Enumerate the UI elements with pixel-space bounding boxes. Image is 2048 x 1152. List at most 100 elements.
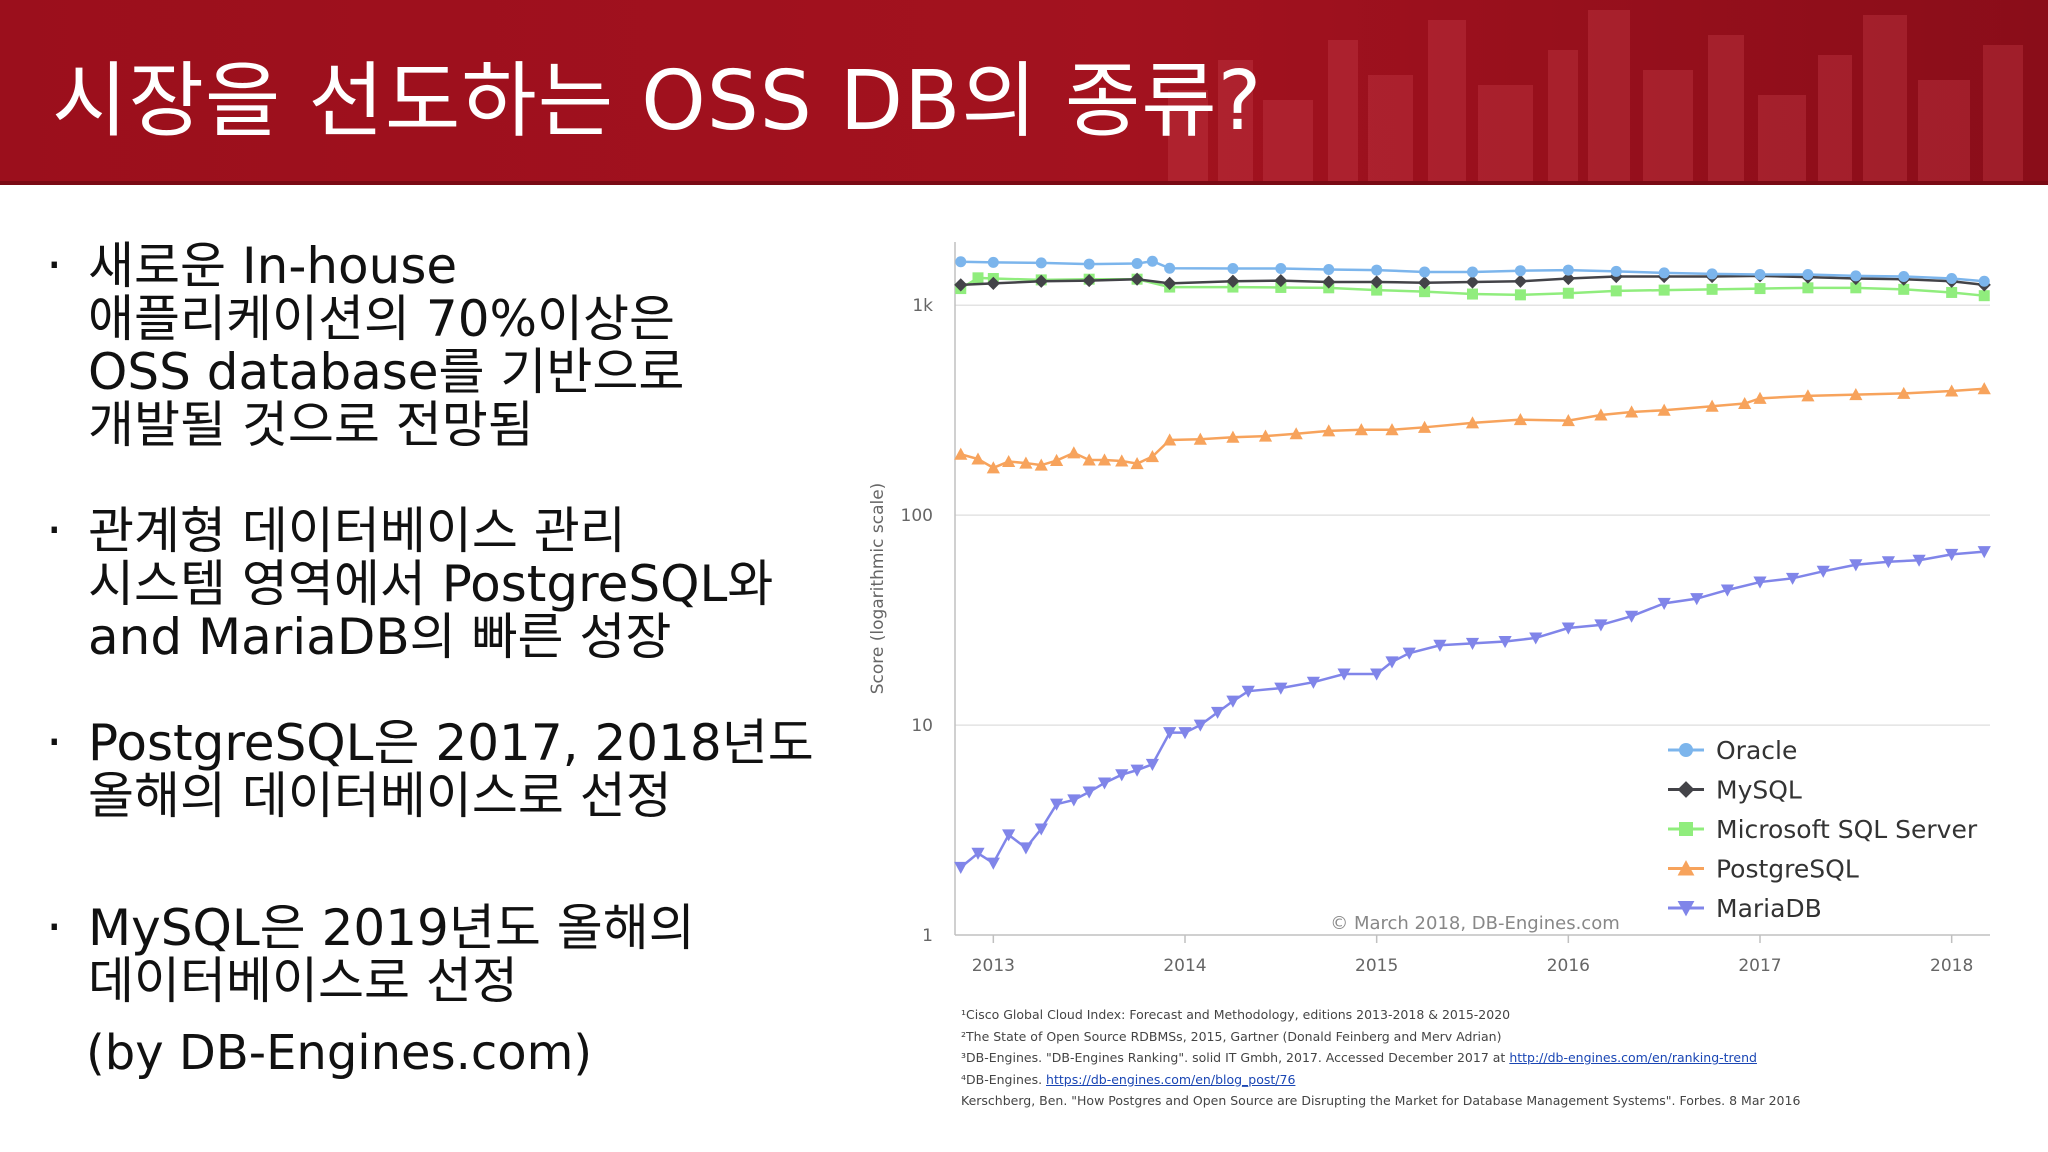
data-point: [1067, 794, 1081, 807]
data-point: [1337, 668, 1351, 681]
bullet-line: PostgreSQL은 2017, 2018년도: [88, 714, 814, 772]
chart-area: 1 10 100 1k 2013 2014 2015 2016 2017 2018 Score (l…: [840, 222, 2030, 1142]
data-point: [1690, 593, 1704, 606]
legend-label: Oracle: [1716, 736, 1797, 765]
data-point: [1002, 454, 1016, 468]
data-point: [1785, 572, 1800, 585]
data-point: [1146, 255, 1158, 267]
blog-post-link[interactable]: https://db-engines.com/en/blog_post/76: [1046, 1071, 1296, 1087]
data-point: [1753, 391, 1767, 404]
bullet-item: · MySQL은 2019년도 올해의 데이터베이스로 선정: [46, 902, 695, 1008]
reference-line: ¹Cisco Global Cloud Index: Forecast and …: [961, 1007, 1511, 1022]
data-point: [1946, 286, 1958, 298]
data-point: [1658, 267, 1670, 279]
data-point: [1049, 453, 1064, 467]
ranking-trend-link[interactable]: http://db-engines.com/en/ranking-trend: [1509, 1050, 1757, 1065]
bullet-line: 관계형 데이터베이스 관리: [88, 502, 626, 560]
data-point: [1323, 263, 1335, 275]
data-point: [1097, 453, 1112, 466]
bullet-item: · 관계형 데이터베이스 관리 시스템 영역에서 PostgreSQL와 and…: [46, 505, 773, 664]
legend-marker: [1679, 743, 1693, 757]
data-point: [1130, 456, 1144, 470]
data-point: [1465, 275, 1480, 289]
data-point: [1034, 458, 1048, 471]
bullet-line: 올해의 데이터베이스로 선정: [88, 767, 672, 825]
data-point: [971, 452, 985, 465]
data-point: [1034, 823, 1048, 836]
data-point: [1002, 829, 1016, 842]
data-point: [1802, 269, 1814, 281]
data-point: [971, 847, 985, 860]
data-point: [1562, 264, 1574, 276]
data-point: [1433, 639, 1447, 652]
data-point: [1705, 399, 1719, 412]
data-point: [1417, 420, 1432, 433]
city-skyline-image: [1168, 10, 2023, 185]
x-tick-label: 2016: [1547, 956, 1590, 976]
data-point: [1754, 283, 1766, 295]
data-point: [1082, 786, 1096, 799]
data-point: [1371, 264, 1383, 276]
data-point: [1849, 388, 1863, 401]
data-point: [1946, 273, 1958, 285]
bullet-dot: ·: [46, 501, 63, 561]
data-point: [1163, 433, 1177, 446]
data-point: [1274, 682, 1288, 695]
bullet-dot: ·: [46, 236, 63, 296]
data-point: [1226, 274, 1240, 288]
data-point: [1097, 777, 1112, 790]
data-point: [1417, 276, 1432, 290]
legend-marker: [1677, 901, 1695, 917]
data-point: [1562, 287, 1574, 299]
bullet-line: 개발될 것으로 전망됨: [88, 396, 534, 454]
x-tick-label: 2014: [1163, 956, 1206, 976]
data-point: [1370, 668, 1384, 681]
data-point: [1513, 413, 1528, 426]
references: ¹Cisco Global Cloud Index: Forecast and …: [961, 1004, 2001, 1112]
source-note: (by DB-Engines.com): [86, 1025, 593, 1081]
y-tick-label: 1k: [912, 296, 933, 316]
data-point: [1753, 576, 1767, 589]
data-point: [1145, 450, 1160, 463]
legend-marker: [1679, 822, 1693, 836]
data-point: [1514, 289, 1526, 301]
legend-label: MariaDB: [1716, 894, 1822, 923]
data-point: [1897, 386, 1911, 399]
data-point: [1019, 456, 1033, 469]
data-point: [1706, 283, 1718, 295]
data-point: [1816, 565, 1830, 578]
legend-label: MySQL: [1716, 776, 1802, 805]
data-point: [954, 861, 968, 874]
data-point: [1978, 290, 1990, 302]
db-engines-ranking-chart: 1 10 100 1k 2013 2014 2015 2016 2017 2018 Score (l…: [868, 242, 1991, 976]
data-point: [1385, 423, 1399, 436]
data-point: [1898, 283, 1910, 295]
data-point: [1226, 430, 1240, 443]
data-point: [1720, 584, 1735, 597]
data-point: [1594, 408, 1608, 421]
data-point: [1898, 270, 1910, 282]
data-point: [1130, 272, 1144, 286]
series-line: [960, 276, 1985, 297]
legend-marker: [1677, 860, 1695, 876]
reference-line: ⁴DB-Engines. https://db-engines.com/en/b…: [961, 1069, 2001, 1091]
data-point: [1419, 286, 1431, 298]
data-point: [1306, 676, 1321, 689]
series-line: [960, 259, 1985, 283]
data-point: [1067, 446, 1081, 459]
data-point: [1226, 695, 1240, 708]
data-point: [1912, 554, 1926, 567]
x-tick-label: 2015: [1355, 956, 1398, 976]
data-point: [954, 447, 968, 460]
data-point: [986, 461, 1000, 474]
legend-label: Microsoft SQL Server: [1716, 815, 1978, 844]
data-point: [1083, 258, 1095, 270]
bullet-dot: ·: [46, 898, 63, 958]
reference-line: Kerschberg, Ben. "How Postgres and Open …: [961, 1093, 1801, 1108]
data-point: [1419, 266, 1431, 278]
bullet-item: · 새로운 In-house 애플리케이션의 70%이상은 OSS databa…: [46, 240, 684, 452]
data-point: [1289, 427, 1303, 440]
y-axis-label: Score (logarithmic scale): [868, 483, 888, 695]
data-point: [955, 256, 967, 268]
bullet-line: and MariaDB의 빠른 성장: [88, 608, 672, 666]
